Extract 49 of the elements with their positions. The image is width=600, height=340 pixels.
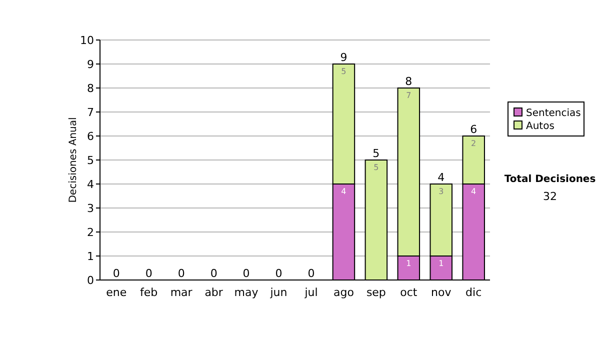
x-tick-label: ago — [333, 286, 354, 299]
total-label: 0 — [242, 267, 250, 280]
data-label: 3 — [438, 187, 444, 196]
x-tick-label: jul — [304, 286, 318, 299]
data-label: 1 — [406, 259, 412, 268]
data-label: 4 — [471, 187, 476, 196]
x-tick-label: may — [234, 286, 259, 299]
y-tick-label: 5 — [87, 154, 94, 167]
total-label: 4 — [438, 171, 445, 184]
total-label: 0 — [112, 267, 120, 280]
data-label: 5 — [341, 67, 346, 76]
y-tick-label: 3 — [87, 202, 94, 215]
data-label: 1 — [438, 259, 444, 268]
x-tick-label: nov — [431, 286, 452, 299]
x-tick-label: oct — [400, 286, 418, 299]
total-label: 0 — [145, 267, 152, 280]
y-tick-label: 1 — [87, 250, 94, 263]
x-tick-label: dic — [466, 286, 482, 299]
y-tick-label: 9 — [87, 58, 94, 71]
total-label: 9 — [340, 51, 348, 64]
x-tick-label: feb — [140, 286, 158, 299]
text: Total Decisiones — [504, 174, 596, 185]
total-label: 0 — [308, 267, 315, 280]
y-tick-label: 10 — [80, 34, 94, 47]
text: 32 — [543, 190, 557, 203]
x-tick-label: mar — [170, 286, 193, 299]
total-label: 8 — [405, 75, 412, 88]
y-tick-label: 2 — [87, 226, 94, 239]
x-tick-label: jun — [269, 286, 288, 299]
data-label: 5 — [374, 163, 379, 172]
total-label: 6 — [470, 123, 478, 136]
x-tick-label: sep — [366, 286, 386, 299]
total-label: 0 — [210, 267, 218, 280]
x-tick-label: ene — [106, 286, 127, 299]
legend-label: Autos — [526, 121, 554, 132]
data-label: 2 — [471, 139, 476, 148]
legend-label: Sentencias — [526, 108, 581, 119]
y-tick-label: 8 — [87, 82, 94, 95]
y-tick-label: 0 — [87, 274, 94, 287]
y-tick-label: 4 — [87, 178, 94, 191]
y-tick-label: 6 — [87, 130, 94, 143]
x-tick-label: abr — [204, 286, 224, 299]
y-axis-title: Decisiones Anual — [68, 117, 79, 203]
data-label: 7 — [406, 91, 412, 100]
y-tick-label: 7 — [87, 106, 94, 119]
data-label: 4 — [341, 187, 346, 196]
total-label: 0 — [178, 267, 185, 280]
total-label: 5 — [372, 147, 380, 160]
total-label: 0 — [275, 267, 282, 280]
